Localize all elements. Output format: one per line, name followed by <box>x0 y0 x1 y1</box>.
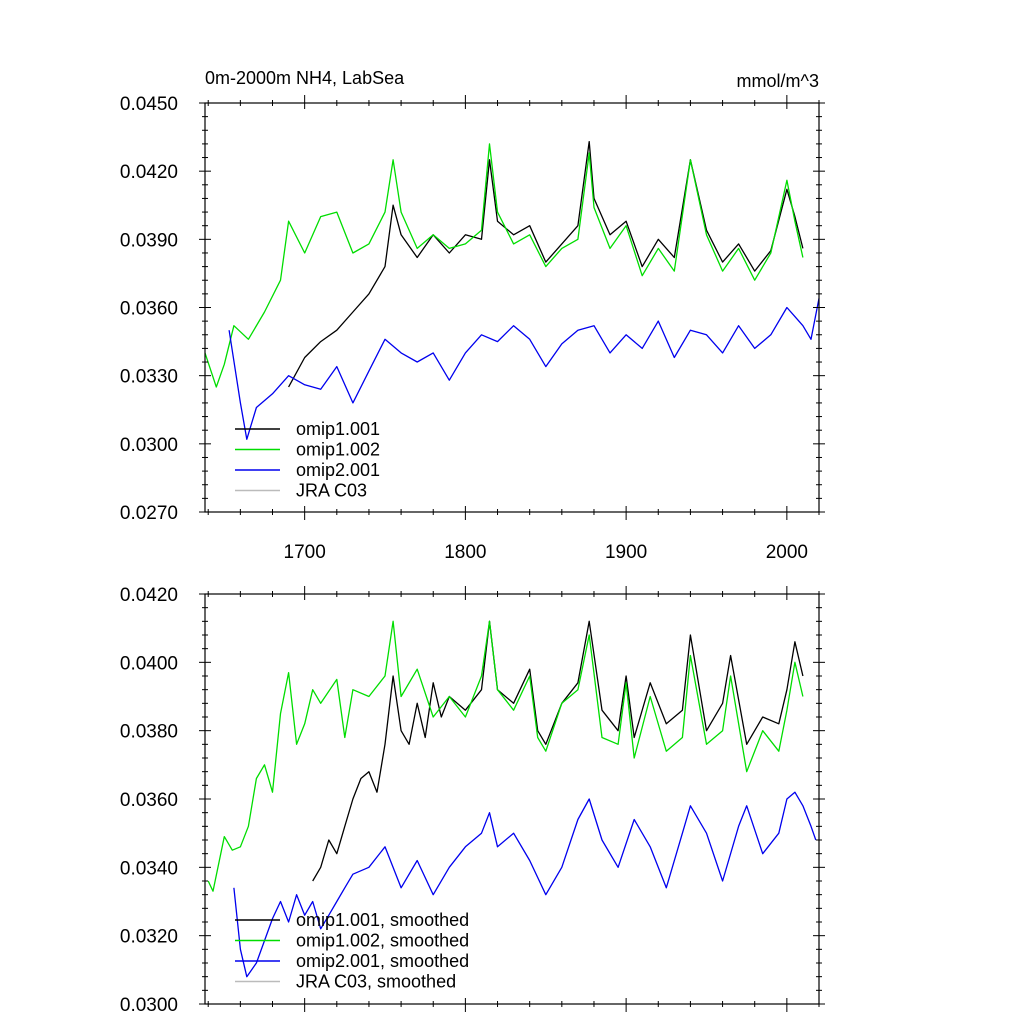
top-series-omip2-001 <box>228 298 820 440</box>
top-y-tick-label: 0.0360 <box>120 299 178 320</box>
bottom-series-omip1-001-smoothed <box>312 620 804 882</box>
top-legend-label: omip2.001 <box>296 460 380 480</box>
bottom-legend-label: omip2.001, smoothed <box>296 951 469 971</box>
bottom-y-tick-label: 0.0300 <box>120 995 178 1016</box>
bottom-panel: 0.0300 0.0320 0.0340 0.0360 0.0380 0.0400 0.04… <box>120 585 825 1016</box>
top-panel: 0m-2000m NH4, LabSea mmol/m^3 0.0270 0.03… <box>120 68 825 563</box>
bottom-y-tick-label: 0.0320 <box>120 927 178 948</box>
top-x-tick-label: 1900 <box>605 542 647 563</box>
bottom-legend-label: omip1.001, smoothed <box>296 910 469 930</box>
top-series-omip1-002 <box>204 143 804 388</box>
bottom-y-tick-label: 0.0340 <box>120 858 178 879</box>
bottom-y-tick-label: 0.0400 <box>120 653 178 674</box>
top-legend-label: omip1.002 <box>296 440 380 460</box>
bottom-y-tick-label: 0.0380 <box>120 722 178 743</box>
bottom-y-tick-label: 0.0360 <box>120 790 178 811</box>
top-y-tick-label: 0.0450 <box>120 94 178 115</box>
top-x-tick-label: 1800 <box>444 542 486 563</box>
top-y-tick-label: 0.0420 <box>120 162 178 183</box>
top-legend-label: omip1.001 <box>296 419 380 439</box>
top-panel-units: mmol/m^3 <box>737 71 819 91</box>
top-legend-label: JRA C03 <box>296 481 367 501</box>
top-y-tick-label: 0.0270 <box>120 503 178 524</box>
top-y-tick-label: 0.0300 <box>120 435 178 456</box>
bottom-series-omip2-001-smoothed <box>233 791 817 978</box>
top-y-tick-label: 0.0390 <box>120 230 178 251</box>
bottom-series-omip1-002-smoothed <box>207 620 804 892</box>
top-x-tick-label: 2000 <box>766 542 808 563</box>
top-panel-title: 0m-2000m NH4, LabSea <box>205 68 405 88</box>
bottom-legend-label: omip1.002, smoothed <box>296 931 469 951</box>
bottom-legend-label: JRA C03, smoothed <box>296 972 456 992</box>
top-y-tick-label: 0.0330 <box>120 367 178 388</box>
top-series-omip1-001 <box>288 140 804 388</box>
top-x-tick-label: 1700 <box>284 542 326 563</box>
bottom-y-tick-label: 0.0420 <box>120 585 178 606</box>
